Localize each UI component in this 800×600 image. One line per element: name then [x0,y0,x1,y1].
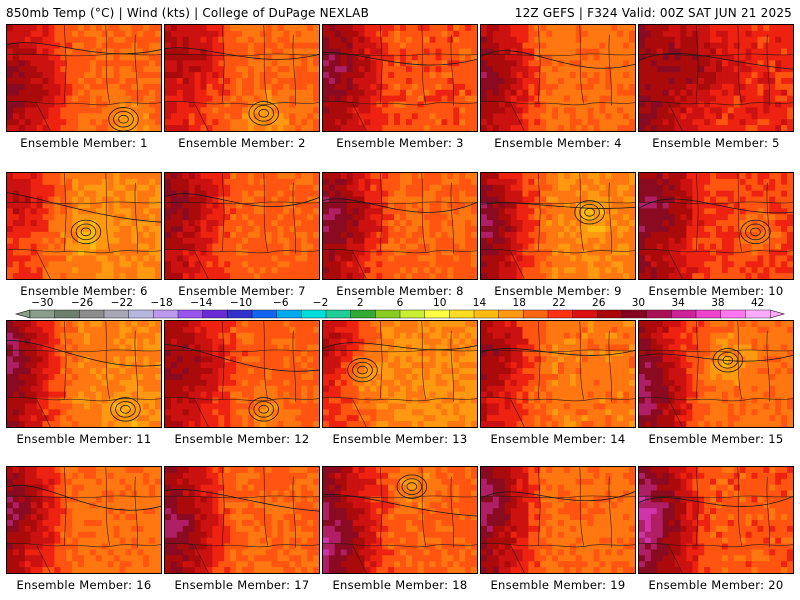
colorbar-tick-label: 22 [552,297,565,309]
colorbar-swatch [424,309,450,319]
colorbar-tick-label: 26 [592,297,606,309]
colorbar-tick-label: 2 [357,297,364,309]
colorbar-swatch [251,309,278,319]
colorbar-tick-label: 10 [433,297,446,309]
ensemble-member-map [322,466,478,574]
ensemble-member-map [164,320,320,428]
colorbar-tick-label: −18 [150,297,172,309]
colorbar-tick-label: 6 [397,297,404,309]
ensemble-member-label: Ensemble Member: 17 [174,578,310,592]
colorbar-tick-label: −30 [31,297,53,309]
ensemble-member-map [480,172,636,280]
colorbar-swatch [720,309,746,319]
ensemble-member-map [480,24,636,132]
colorbar-swatch [202,309,228,319]
ensemble-member-map [322,320,478,428]
colorbar-tick-label: −22 [111,297,133,309]
ensemble-member-map [6,24,162,132]
colorbar-swatch [325,309,352,319]
ensemble-member-label: Ensemble Member: 13 [332,432,468,446]
colorbar-swatch [547,309,574,319]
colorbar-swatch [695,309,722,319]
run-valid-time: 12Z GEFS | F324 Valid: 00Z SAT JUN 21 20… [514,6,792,20]
ensemble-member-label: Ensemble Member: 20 [648,578,784,592]
colorbar-swatch [498,309,524,319]
colorbar-swatch [103,309,130,319]
colorbar-swatch [375,309,401,319]
ensemble-member-map [322,172,478,280]
ensemble-member-map [480,320,636,428]
ensemble-member-label: Ensemble Member: 12 [174,432,310,446]
ensemble-member-map [638,24,794,132]
colorbar-swatch [54,309,80,319]
colorbar-swatch [29,309,56,319]
colorbar-low-arrow [14,309,31,319]
colorbar-swatch [399,309,426,319]
colorbar-tick-label: −10 [230,297,252,309]
colorbar-swatch [621,309,648,319]
colorbar-swatch [79,309,105,319]
ensemble-member-label: Ensemble Member: 14 [490,432,626,446]
colorbar-swatch [523,309,549,319]
ensemble-member-label: Ensemble Member: 15 [648,432,784,446]
ensemble-member-map [6,172,162,280]
ensemble-member-label: Ensemble Member: 10 [648,284,784,298]
colorbar-swatch [153,309,179,319]
ensemble-member-label: Ensemble Member: 8 [336,284,464,298]
ensemble-member-label: Ensemble Member: 6 [20,284,148,298]
ensemble-member-label: Ensemble Member: 9 [494,284,622,298]
ensemble-member-label: Ensemble Member: 16 [16,578,152,592]
ensemble-member-map [6,466,162,574]
colorbar-swatch [473,309,500,319]
colorbar-swatch [227,309,253,319]
ensemble-member-map [638,172,794,280]
colorbar-tick-label: 42 [751,297,764,309]
colorbar-swatch [276,309,302,319]
colorbar-tick-label: 38 [711,297,724,309]
colorbar-tick-label: −6 [273,297,289,309]
colorbar-tick-label: 30 [632,297,645,309]
ensemble-member-map [638,320,794,428]
colorbar-swatch [177,309,204,319]
colorbar-swatch [449,309,475,319]
colorbar-swatch [350,309,376,319]
colorbar-tick-label: 34 [671,297,685,309]
colorbar-swatch [572,309,598,319]
ensemble-member-map [164,466,320,574]
ensemble-member-label: Ensemble Member: 5 [652,136,780,150]
colorbar-tick-label: −14 [190,297,212,309]
colorbar-high-arrow [769,309,786,319]
ensemble-member-label: Ensemble Member: 7 [178,284,306,298]
ensemble-member-map [638,466,794,574]
ensemble-member-label: Ensemble Member: 4 [494,136,622,150]
colorbar-tick-label: −2 [313,297,328,309]
ensemble-member-map [6,320,162,428]
ensemble-member-map [164,24,320,132]
ensemble-member-map [480,466,636,574]
colorbar-tick-label: 18 [513,297,526,309]
ensemble-member-label: Ensemble Member: 11 [16,432,152,446]
colorbar-swatch [597,309,623,319]
ensemble-member-label: Ensemble Member: 3 [336,136,464,150]
colorbar-tick-label: 14 [473,297,487,309]
ensemble-member-map [164,172,320,280]
map-title: 850mb Temp (°C) | Wind (kts) | College o… [6,6,370,20]
ensemble-member-label: Ensemble Member: 1 [20,136,148,150]
colorbar-swatch [745,309,771,319]
ensemble-member-map [322,24,478,132]
colorbar-tick-label: −26 [71,297,93,309]
temperature-colorbar: −30 −26 −22 −18 −14 −10 −6 −2 2 6 10 14 18 22 26 30 34 38… [14,297,786,319]
ensemble-member-label: Ensemble Member: 18 [332,578,468,592]
colorbar-swatch [646,309,672,319]
colorbar-swatch [301,309,327,319]
colorbar-swatch [671,309,697,319]
colorbar-swatch [128,309,154,319]
ensemble-member-label: Ensemble Member: 2 [178,136,306,150]
ensemble-member-label: Ensemble Member: 19 [490,578,626,592]
